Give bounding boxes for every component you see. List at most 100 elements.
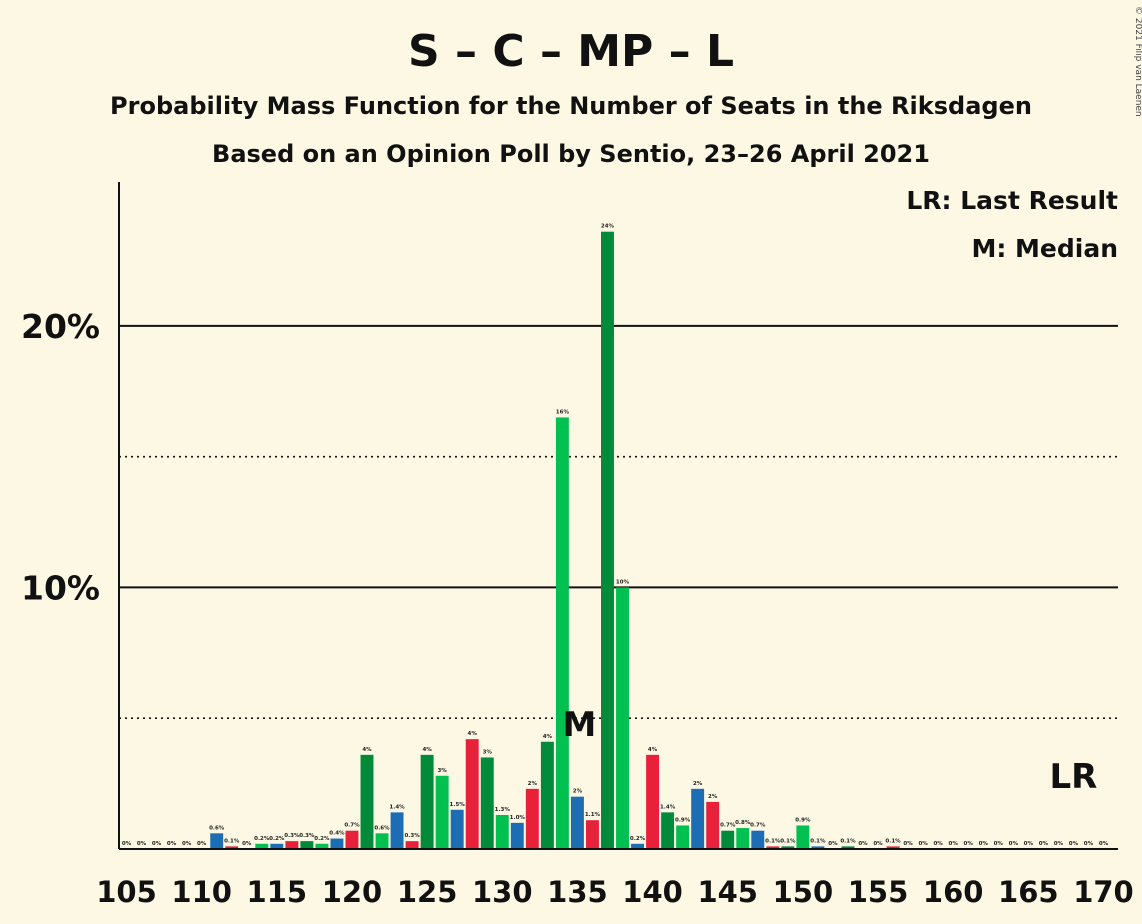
bar xyxy=(886,846,900,849)
bar-value-label: 0.3% xyxy=(284,833,300,839)
bar-value-label: 0% xyxy=(122,841,132,847)
x-tick-label: 165 xyxy=(998,875,1059,909)
bar xyxy=(811,846,825,849)
bar xyxy=(646,754,660,849)
bar xyxy=(390,812,404,849)
x-tick-label: 115 xyxy=(247,875,308,909)
bar xyxy=(330,838,344,849)
bar-value-label: 3% xyxy=(437,768,447,774)
bar xyxy=(616,587,629,849)
bar-value-label: 4% xyxy=(543,734,553,740)
x-tick-label: 105 xyxy=(96,875,157,909)
median-marker: M xyxy=(563,705,597,745)
bar-value-label: 1.3% xyxy=(495,807,511,813)
bar xyxy=(210,833,224,849)
bar xyxy=(480,757,494,849)
bar-value-label: 0% xyxy=(167,841,177,847)
bar-value-label: 0.2% xyxy=(254,836,270,842)
bar-value-label: 4% xyxy=(362,747,372,753)
bar-value-label: 3% xyxy=(483,749,493,755)
legend-last-result: LR: Last Result xyxy=(906,186,1118,215)
bar-value-label: 0.3% xyxy=(404,833,420,839)
bar-value-label: 0.1% xyxy=(885,838,901,844)
bar xyxy=(345,830,359,849)
bar-value-label: 0% xyxy=(858,841,868,847)
bar-value-label: 0% xyxy=(979,841,989,847)
bar-value-label: 2% xyxy=(573,789,583,795)
chart-subtitle-2: Based on an Opinion Poll by Sentio, 23–2… xyxy=(212,140,930,168)
bar xyxy=(555,417,569,849)
bar xyxy=(601,231,614,849)
bar xyxy=(315,843,329,849)
bar-value-label: 0.4% xyxy=(329,831,345,837)
bar-value-label: 0% xyxy=(1054,841,1064,847)
bar-value-label: 0.6% xyxy=(209,825,225,831)
chart-subtitle-1: Probability Mass Function for the Number… xyxy=(110,92,1032,120)
bar-value-label: 1.4% xyxy=(389,804,405,810)
bar-value-label: 1.0% xyxy=(510,815,526,821)
bar-series xyxy=(210,231,900,849)
bar xyxy=(721,830,735,849)
bar xyxy=(375,833,389,849)
bar-value-label: 2% xyxy=(708,794,718,800)
bar-value-label: 0% xyxy=(828,841,838,847)
bar-value-label: 0.8% xyxy=(735,820,751,826)
bar xyxy=(225,846,239,849)
bar-value-label: 0.7% xyxy=(720,823,736,829)
bar xyxy=(450,809,464,849)
bar-value-label: 0% xyxy=(873,841,883,847)
bar-value-label: 10% xyxy=(616,579,630,585)
bar-value-label: 2% xyxy=(528,781,538,787)
bar-value-label: 2% xyxy=(693,781,703,787)
bar-value-label: 0% xyxy=(197,841,207,847)
x-tick-label: 140 xyxy=(622,875,683,909)
bar xyxy=(691,788,705,849)
bar xyxy=(360,754,374,849)
chart-title: S – C – MP – L xyxy=(408,26,734,77)
bar-value-label: 0% xyxy=(918,841,928,847)
copyright-text: © 2021 Filip van Laenen xyxy=(1133,6,1142,117)
x-tick-label: 110 xyxy=(171,875,232,909)
bar-value-label: 0.2% xyxy=(630,836,646,842)
bar xyxy=(420,754,434,849)
bar xyxy=(676,825,690,849)
bar-value-label: 4% xyxy=(648,747,658,753)
bar-value-label: 0.1% xyxy=(765,838,781,844)
bar xyxy=(405,841,419,849)
x-tick-labels: 105 110 115 120 125 130 135 140 145 150 155 160 165 1… xyxy=(96,875,1134,909)
bar xyxy=(570,796,584,849)
x-tick-label: 145 xyxy=(697,875,758,909)
bar xyxy=(300,841,314,849)
bar-value-label: 4% xyxy=(422,747,432,753)
bar xyxy=(781,846,795,849)
bar-value-label: 0% xyxy=(137,841,147,847)
bar xyxy=(255,843,269,849)
bar xyxy=(285,841,299,849)
bar xyxy=(585,820,599,849)
last-result-marker: LR xyxy=(1049,757,1097,797)
bar xyxy=(510,822,524,849)
bar xyxy=(631,843,645,849)
x-tick-label: 160 xyxy=(923,875,984,909)
bar-value-label: 0.1% xyxy=(224,838,240,844)
x-tick-label: 125 xyxy=(397,875,458,909)
bar xyxy=(661,812,675,849)
bar-value-label: 0% xyxy=(242,841,252,847)
bar xyxy=(706,801,720,849)
bar-value-label: 0% xyxy=(949,841,959,847)
bar-value-label: 0.1% xyxy=(780,838,796,844)
bar-value-label: 0.1% xyxy=(810,838,826,844)
bar-value-label: 0% xyxy=(994,841,1004,847)
bar xyxy=(435,775,449,849)
bar-value-label: 4% xyxy=(468,731,478,737)
bar-value-label: 0.7% xyxy=(750,823,766,829)
bar-value-label: 0.2% xyxy=(314,836,330,842)
bar-value-label: 0% xyxy=(1069,841,1079,847)
x-tick-label: 150 xyxy=(773,875,834,909)
bar xyxy=(465,739,479,849)
x-tick-label: 135 xyxy=(547,875,608,909)
bar xyxy=(796,825,810,849)
bar-value-label: 1.4% xyxy=(660,804,676,810)
bar-value-label: 0.9% xyxy=(675,817,691,823)
